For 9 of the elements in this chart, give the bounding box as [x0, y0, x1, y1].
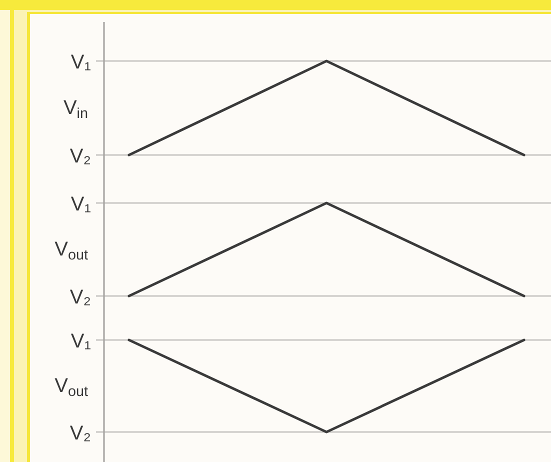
ref-line-label: V₁ — [70, 194, 92, 216]
y-axis-title: V$_{out}$ — [54, 375, 88, 400]
ref-line-label: V₂ — [70, 146, 91, 168]
ref-line-label: V₁ — [70, 52, 92, 74]
ref-line-label: V₂ — [70, 422, 91, 445]
y-axis-title: V$_{out}$ — [54, 238, 88, 264]
ref-line-label: V₁ — [70, 330, 92, 353]
y-axis-title: V$_{in}$ — [63, 97, 88, 122]
ref-line-label: V₂ — [70, 286, 91, 309]
